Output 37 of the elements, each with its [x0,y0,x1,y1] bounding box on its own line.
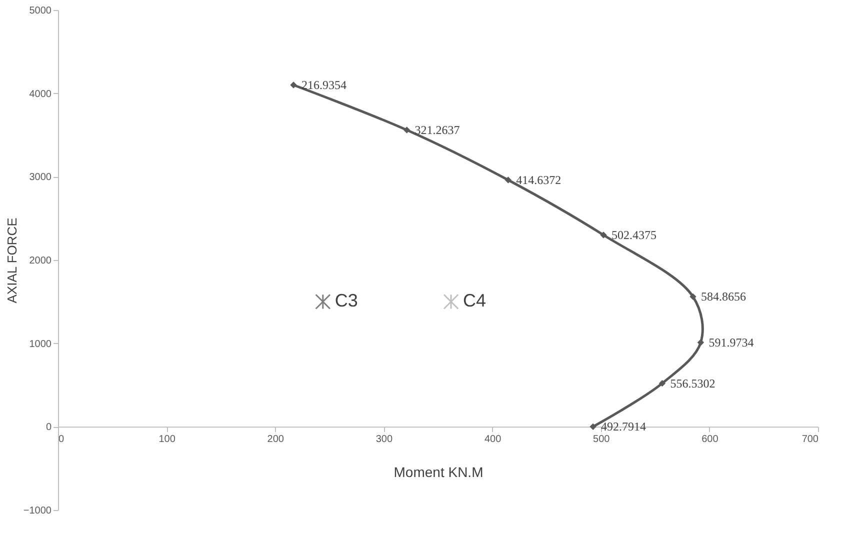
x-axis-title: Moment KN.M [394,464,484,480]
x-tick-label: 400 [484,434,502,446]
point [315,294,331,310]
y-tick-label: 3000 [29,172,52,184]
annotation: 216.9354 [302,78,347,92]
annotation: 556.5302 [670,376,716,390]
y-tick-label: −1000 [23,506,52,516]
annotation: 502.4375 [612,228,657,242]
x-tick-label: 300 [376,434,393,446]
point [290,82,297,88]
y-tick-label: 2000 [29,256,52,266]
annotation: 492.7914 [601,420,646,434]
point [690,293,696,300]
y-tick-label: 4000 [29,88,52,100]
point [600,232,607,238]
y-tick-label: 0 [46,422,52,434]
series-label: C3 [334,290,358,311]
point [697,339,704,346]
point [403,126,410,134]
y-tick-label: 1000 [29,338,52,350]
series-label: C4 [463,290,486,311]
x-tick-label: 100 [158,434,176,446]
annotation: 321.2637 [414,123,460,137]
x-tick-label: 600 [702,434,719,446]
y-axis-title: AXIAL FORCE [4,217,20,304]
annotation: 591.9734 [708,336,754,350]
point [504,176,512,184]
point [443,294,459,310]
annotation: 414.6372 [516,173,562,187]
annotation: 584.8656 [700,290,746,304]
x-tick-label: 0 [58,434,64,446]
x-tick-label: 500 [593,434,610,446]
point [658,380,666,387]
x-tick-label: 200 [267,434,284,446]
point [590,423,596,430]
y-tick-label: 5000 [29,6,52,16]
x-tick-label: 700 [802,434,819,446]
